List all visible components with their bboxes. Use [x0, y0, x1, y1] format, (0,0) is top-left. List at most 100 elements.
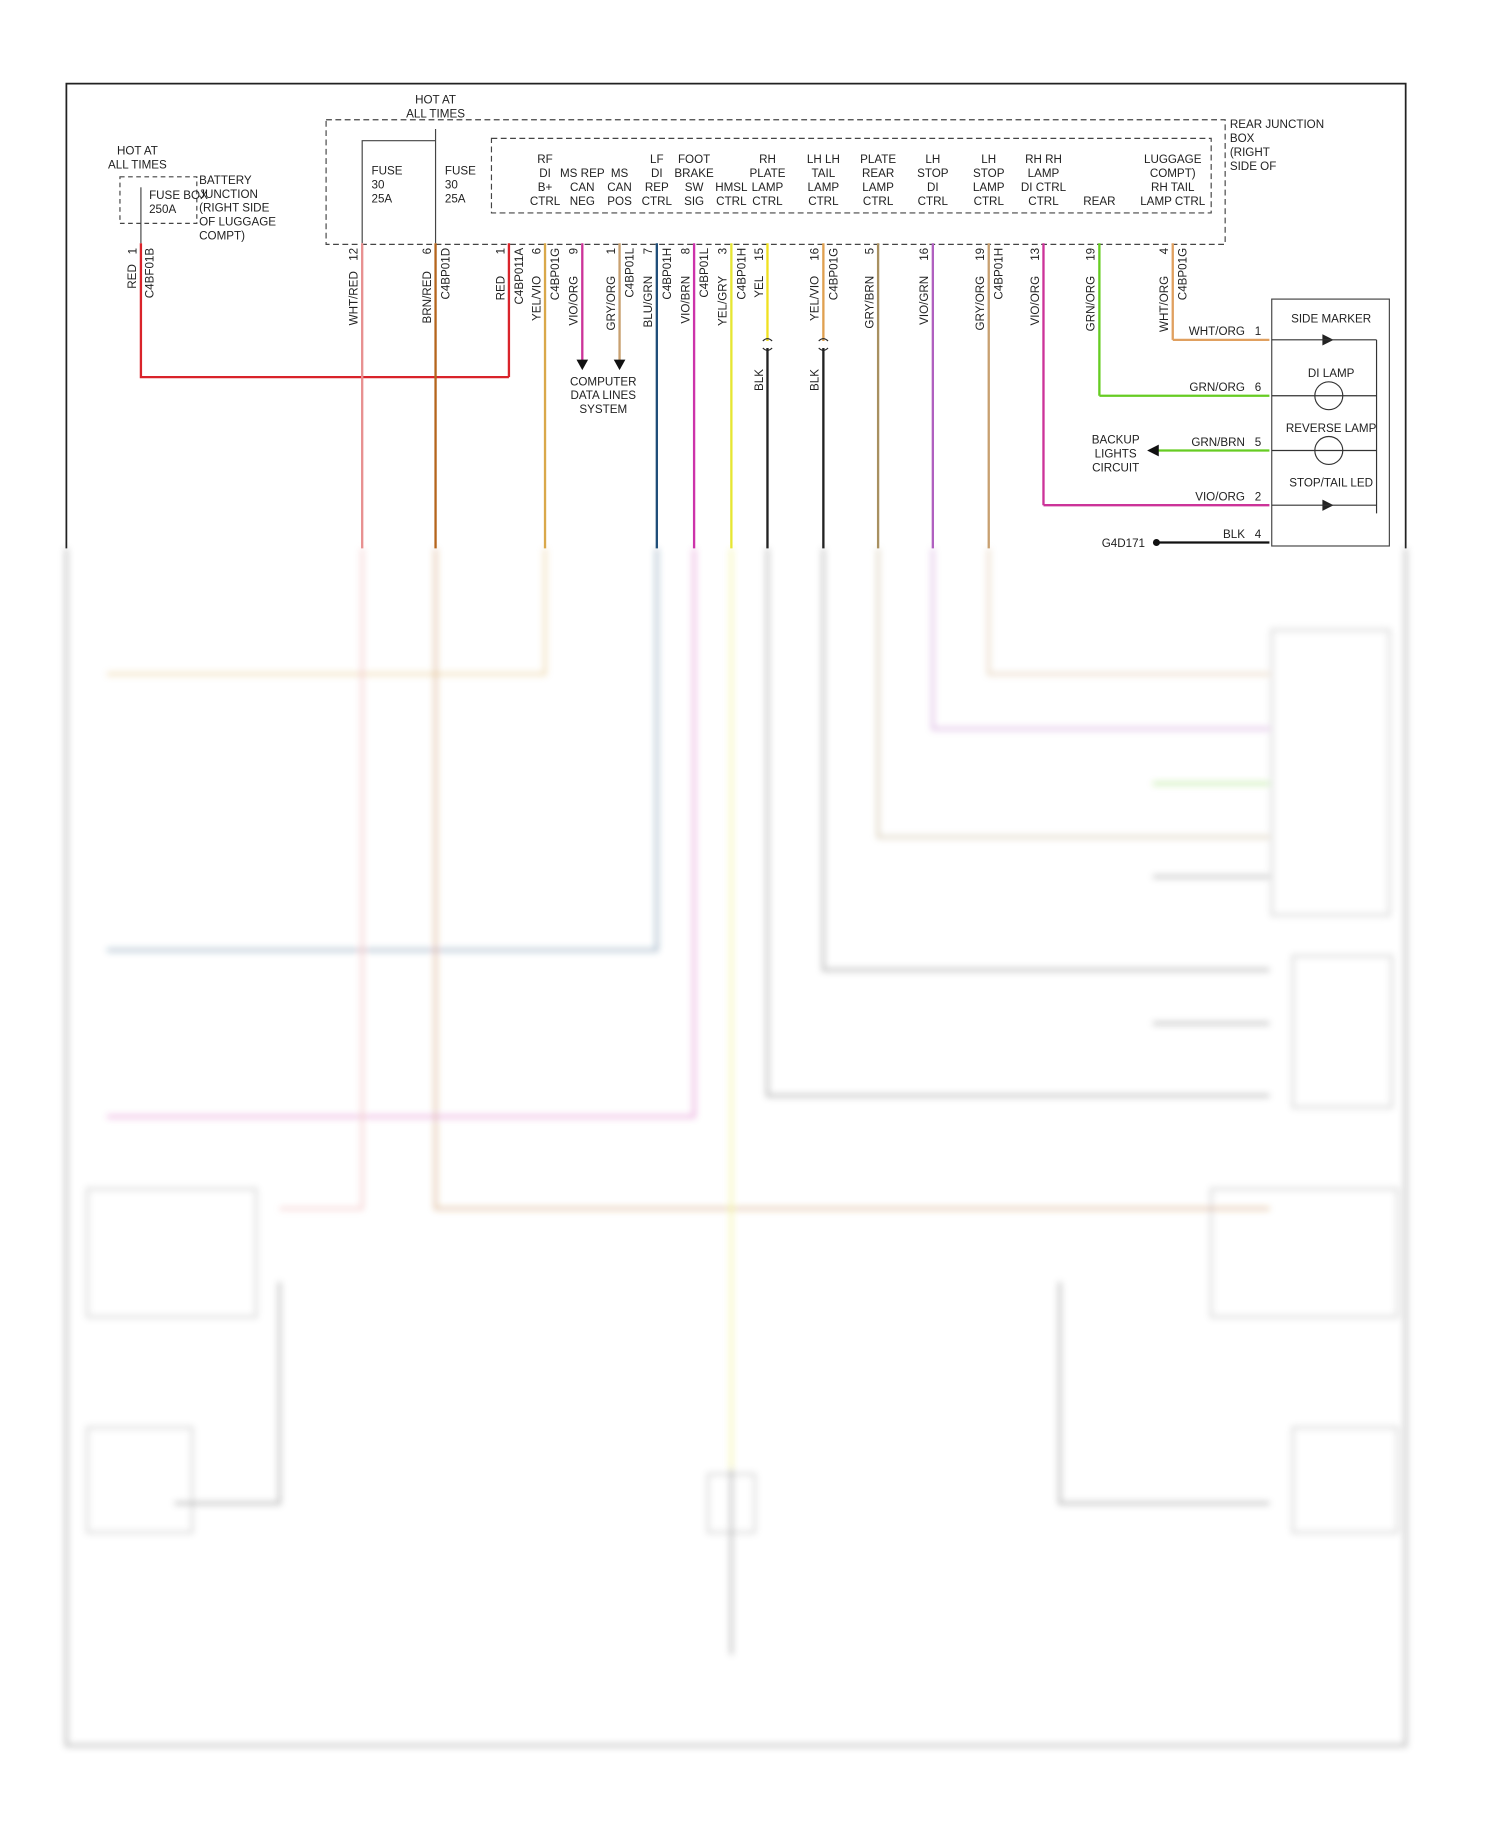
wire-color: BLU/GRN: [642, 276, 655, 328]
backup-label: CIRCUIT: [1092, 461, 1139, 474]
connector: C4BP01L: [698, 247, 711, 297]
pin-label: CTRL: [752, 195, 783, 208]
pin-label: CTRL: [642, 195, 673, 208]
junction-label: JUNCTION: [199, 188, 258, 201]
pin-number: 1: [1255, 325, 1261, 338]
pin-number: 1: [494, 248, 507, 254]
pin-label: REP: [645, 181, 669, 194]
pin-label: PLATE: [860, 153, 896, 166]
pin-number: 5: [863, 248, 876, 254]
junction-label: COMPT): [199, 230, 245, 243]
connector: C4BP01G: [827, 248, 840, 300]
pin-number: 12: [348, 248, 361, 261]
pin-label: FOOT: [678, 153, 710, 166]
pin-label: MS: [611, 167, 629, 180]
pin-label: LUGGAGE: [1144, 153, 1202, 166]
backup-label: LIGHTS: [1095, 447, 1137, 460]
wire-color: GRN/BRN: [1191, 436, 1245, 449]
pin-label: B+: [538, 181, 553, 194]
pin-label: CTRL: [863, 195, 894, 208]
pin-label: LH LH: [807, 153, 840, 166]
battery-junction: [119, 176, 198, 224]
arrow: [1147, 444, 1159, 457]
pin-number: 2: [1255, 491, 1261, 504]
wire: [139, 243, 509, 379]
pin-number: 19: [974, 248, 987, 261]
pin-label: NEG: [570, 195, 595, 208]
pin-number: 6: [530, 248, 543, 254]
fuse-label: 30: [445, 178, 458, 191]
arrow: [576, 359, 589, 371]
lamp-assembly: [1271, 298, 1390, 547]
wire-color: YEL/VIO: [809, 276, 822, 321]
fuse-label: FUSE: [372, 164, 403, 177]
box-label: BOX: [1230, 132, 1255, 145]
fuse-label: 30: [372, 178, 385, 191]
pin-number: 6: [1255, 381, 1261, 394]
connector: C4BP011A: [513, 248, 526, 305]
junction-label: BATTERY: [199, 174, 252, 187]
lamp-label: STOP/TAIL LED: [1289, 477, 1373, 490]
module-box: [490, 137, 1212, 214]
pin-label: LH: [981, 153, 996, 166]
connector: C4BP01D: [440, 248, 453, 300]
wire-color: GRY/ORG: [974, 276, 987, 331]
wire-color: RED: [494, 276, 507, 301]
pin-number: 4: [1158, 247, 1171, 254]
wire-color: GRY/ORG: [605, 276, 618, 331]
lamp-label: REVERSE LAMP: [1286, 422, 1377, 435]
diagram-top: [65, 82, 1407, 549]
pin-number: 3: [717, 248, 730, 254]
pin-label: REAR: [1083, 195, 1115, 208]
connector: C4BP01H: [993, 248, 1006, 300]
pin-number: 4: [1255, 528, 1262, 541]
wire-color: BLK: [809, 369, 822, 391]
ground: [1152, 539, 1160, 546]
hot-label: HOT AT: [117, 145, 158, 158]
pin-number: 6: [421, 248, 434, 254]
rear-junction-box: [325, 119, 1226, 245]
box-label: (RIGHT: [1230, 146, 1270, 159]
pin-number: 9: [568, 248, 581, 254]
frame: [65, 82, 1407, 549]
system-label: SYSTEM: [579, 403, 627, 416]
pin-number: 1: [605, 248, 618, 254]
pin-number: 7: [642, 248, 655, 254]
system-label: DATA LINES: [571, 389, 637, 402]
pin-label: LAMP: [973, 181, 1005, 194]
wire-color: BLK: [753, 369, 766, 391]
fuse-label: 25A: [372, 192, 393, 205]
pin-label: BRAKE: [674, 167, 714, 180]
wire-color: YEL: [753, 275, 766, 298]
wire-color: BRN/RED: [421, 271, 434, 323]
hot-label: HOT AT: [415, 93, 456, 106]
box-label: REAR JUNCTION: [1230, 118, 1324, 131]
pin-label: MS REP: [560, 167, 605, 180]
pin-label: SW: [685, 181, 704, 194]
pin-label: LAMP: [1028, 167, 1060, 180]
pin-label: LAMP: [862, 181, 894, 194]
pin-label: DI: [539, 167, 551, 180]
pin-label: RH: [759, 153, 776, 166]
pin-number: 8: [679, 248, 692, 254]
pin-number: 5: [1255, 436, 1261, 449]
wire-color: VIO/ORG: [1029, 276, 1042, 326]
connector: C4BF01B: [144, 248, 157, 299]
connector: C4BP01L: [624, 247, 637, 297]
pin-label: CTRL: [1028, 195, 1059, 208]
pin-label: CAN: [607, 181, 632, 194]
pin-label: CTRL: [716, 195, 747, 208]
backup-label: BACKUP: [1092, 434, 1140, 447]
pin-label: TAIL: [812, 167, 836, 180]
pin-label: RH TAIL: [1151, 181, 1195, 194]
wire-color: RED: [126, 264, 139, 289]
blurred-lower: [65, 548, 1407, 1747]
connector: C4BP01H: [735, 248, 748, 300]
pin-label: COMPT): [1150, 167, 1196, 180]
fuse-label: 25A: [445, 192, 466, 205]
bus: [1271, 339, 1378, 514]
wire-color: WHT/ORG: [1189, 325, 1245, 338]
pin-label: HMSL: [715, 181, 748, 194]
pin-label: REAR: [862, 167, 894, 180]
